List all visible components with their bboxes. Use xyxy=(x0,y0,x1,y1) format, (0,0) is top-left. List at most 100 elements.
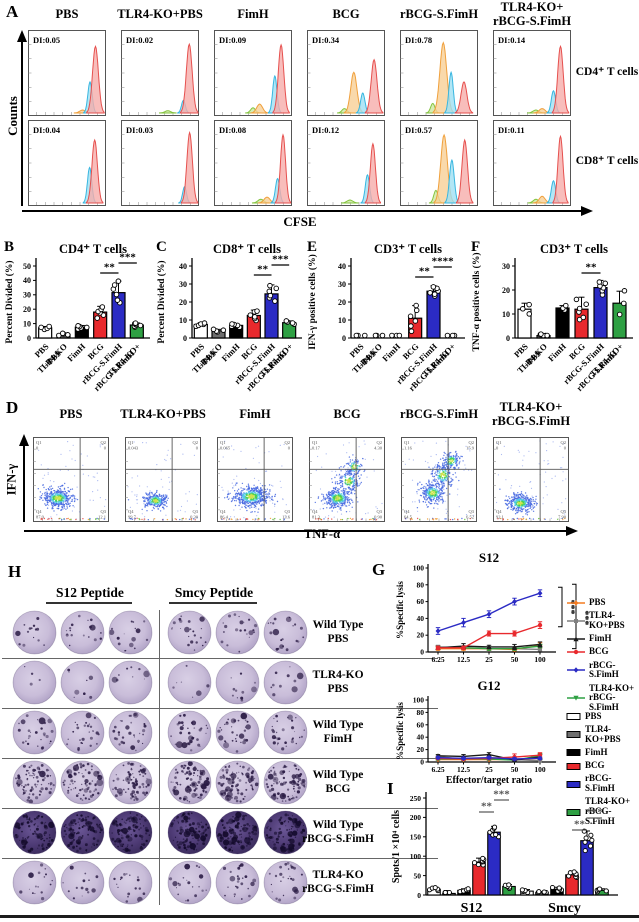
spot xyxy=(274,671,278,675)
cell xyxy=(247,487,249,490)
cell xyxy=(264,488,266,491)
cell xyxy=(333,506,335,508)
cell xyxy=(54,504,56,507)
cell xyxy=(443,451,445,454)
cell xyxy=(455,458,457,460)
debris xyxy=(179,518,181,521)
cell xyxy=(557,508,559,510)
cell xyxy=(352,488,355,490)
cell xyxy=(255,447,257,449)
spot xyxy=(114,794,118,798)
cell xyxy=(458,506,460,508)
cell xyxy=(333,503,335,505)
debris xyxy=(323,518,325,520)
spot xyxy=(179,714,182,717)
spot xyxy=(84,782,87,785)
cell xyxy=(545,486,547,488)
data-point xyxy=(596,279,603,285)
y-axis-label: Percent Divided (%) xyxy=(156,260,167,343)
spot xyxy=(69,783,71,785)
cell xyxy=(432,493,435,495)
cell xyxy=(48,504,50,506)
data-point xyxy=(362,332,368,339)
spot xyxy=(142,767,147,772)
spot xyxy=(233,613,237,616)
data-point xyxy=(252,314,258,320)
cell xyxy=(253,495,255,497)
cell xyxy=(454,467,456,469)
cell xyxy=(163,508,165,510)
spot xyxy=(267,622,270,624)
sig-stars: ** xyxy=(104,262,116,274)
cell xyxy=(331,510,333,512)
spot xyxy=(254,681,256,684)
cell xyxy=(442,482,445,484)
spot xyxy=(194,793,198,797)
cell xyxy=(344,501,346,503)
spots xyxy=(112,762,152,801)
cell xyxy=(269,489,271,491)
cell xyxy=(165,514,167,516)
spot xyxy=(116,636,120,640)
cell xyxy=(251,497,254,499)
spot xyxy=(100,632,102,634)
cell xyxy=(513,494,515,496)
spots xyxy=(170,761,210,803)
cell xyxy=(356,483,358,485)
cell xyxy=(76,486,78,488)
cell xyxy=(535,452,537,454)
cell xyxy=(442,474,445,477)
quad-value: 99.7 xyxy=(128,515,137,520)
scatter-dots xyxy=(210,326,227,335)
spot xyxy=(109,629,115,635)
quad-value: 12.1 xyxy=(98,515,106,520)
spot xyxy=(270,622,272,624)
cell xyxy=(559,445,561,447)
cell xyxy=(150,502,152,504)
cell xyxy=(165,502,168,504)
cell xyxy=(65,495,68,498)
cell xyxy=(164,500,167,503)
spot xyxy=(92,730,94,732)
cell xyxy=(243,495,245,497)
cell xyxy=(329,494,332,496)
cell xyxy=(260,493,262,495)
cell xyxy=(66,507,69,509)
cell xyxy=(423,493,426,495)
cell xyxy=(349,459,352,461)
spot xyxy=(33,775,35,776)
cell xyxy=(241,490,243,492)
quad-label: Q1 xyxy=(404,440,410,445)
cell xyxy=(358,465,360,467)
spot xyxy=(114,725,117,729)
cell xyxy=(50,488,52,490)
elispot-well xyxy=(108,760,153,805)
cell xyxy=(523,498,526,500)
debris xyxy=(410,517,412,520)
cell xyxy=(343,465,346,467)
cell xyxy=(272,502,274,504)
cell xyxy=(340,513,343,515)
spot xyxy=(245,738,249,742)
cell xyxy=(330,500,332,503)
cell xyxy=(437,498,440,500)
cell xyxy=(268,484,271,486)
cell xyxy=(514,493,516,496)
cell xyxy=(256,497,258,499)
cell xyxy=(565,498,567,500)
scatter-dots xyxy=(353,332,368,339)
cell xyxy=(357,501,359,503)
cell xyxy=(435,501,437,503)
cell xyxy=(319,488,322,490)
data-point xyxy=(573,296,580,303)
cell xyxy=(344,499,346,501)
cell xyxy=(50,485,52,487)
spot xyxy=(46,774,49,778)
cell xyxy=(520,495,523,498)
cell xyxy=(524,500,526,503)
spot xyxy=(29,774,31,777)
cell xyxy=(260,491,263,493)
cell xyxy=(242,497,244,499)
spot xyxy=(43,721,47,725)
quad-value: 0.90 xyxy=(374,515,383,520)
